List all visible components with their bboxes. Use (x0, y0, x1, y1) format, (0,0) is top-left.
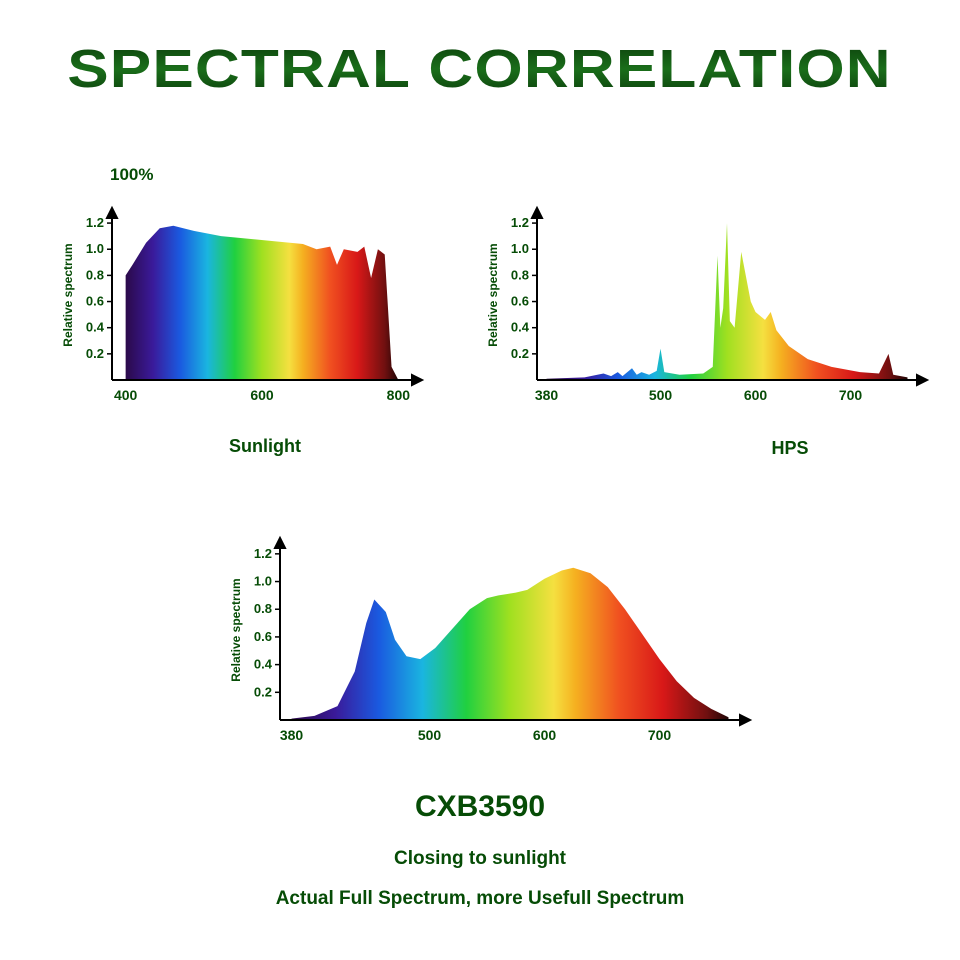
chart-hps: 0.2 0.4 0.6 0.8 1.0 1.2 380 500 600 700 Relative s… (475, 198, 945, 459)
chart-cxb-svg: 0.2 0.4 0.6 0.8 1.0 1.2 380 500 600 700 Relative s… (218, 528, 778, 758)
page-title-wrap: SPECTRAL CORRELATION (0, 0, 960, 100)
svg-text:Relative spectrum: Relative spectrum (486, 243, 500, 346)
svg-text:1.2: 1.2 (511, 215, 529, 230)
svg-text:Relative spectrum: Relative spectrum (61, 243, 75, 346)
chart-hps-svg: 0.2 0.4 0.6 0.8 1.0 1.2 380 500 600 700 Relative s… (475, 198, 945, 418)
svg-text:Relative spectrum: Relative spectrum (229, 578, 243, 681)
svg-text:800: 800 (387, 387, 411, 403)
svg-text:0.6: 0.6 (86, 294, 104, 309)
chart-cxb-label: CXB3590 (0, 790, 960, 824)
svg-text:0.4: 0.4 (254, 657, 273, 672)
svg-text:0.8: 0.8 (511, 267, 529, 282)
svg-text:380: 380 (280, 727, 304, 743)
svg-text:1.0: 1.0 (86, 241, 104, 256)
svg-text:1.2: 1.2 (86, 215, 104, 230)
svg-text:0.8: 0.8 (254, 601, 272, 616)
svg-text:0.6: 0.6 (511, 294, 529, 309)
svg-text:0.4: 0.4 (86, 320, 105, 335)
caption-1: Closing to sunlight (0, 848, 960, 870)
chart-sunlight: 0.2 0.4 0.6 0.8 1.0 1.2 400 600 800 Relative spec… (50, 198, 440, 457)
svg-text:700: 700 (648, 727, 672, 743)
svg-text:0.8: 0.8 (86, 267, 104, 282)
svg-text:1.0: 1.0 (254, 574, 272, 589)
svg-text:0.2: 0.2 (511, 346, 529, 361)
svg-text:700: 700 (839, 387, 863, 403)
chart-sunlight-label: Sunlight (90, 436, 440, 457)
chart-hps-label: HPS (635, 438, 945, 459)
caption-2: Actual Full Spectrum, more Usefull Spect… (0, 888, 960, 910)
svg-text:400: 400 (114, 387, 138, 403)
chart-cxb: 0.2 0.4 0.6 0.8 1.0 1.2 380 500 600 700 Relative s… (218, 528, 778, 758)
svg-text:1.2: 1.2 (254, 546, 272, 561)
svg-text:500: 500 (418, 727, 442, 743)
page-title: SPECTRAL CORRELATION (68, 38, 893, 100)
svg-text:0.6: 0.6 (254, 629, 272, 644)
svg-text:1.0: 1.0 (511, 241, 529, 256)
svg-text:0.2: 0.2 (86, 346, 104, 361)
svg-text:600: 600 (250, 387, 274, 403)
svg-text:0.2: 0.2 (254, 684, 272, 699)
percent-label: 100% (110, 165, 153, 185)
svg-text:600: 600 (744, 387, 768, 403)
svg-text:380: 380 (535, 387, 559, 403)
chart-sunlight-svg: 0.2 0.4 0.6 0.8 1.0 1.2 400 600 800 Relative spec… (50, 198, 440, 418)
svg-text:500: 500 (649, 387, 673, 403)
svg-text:0.4: 0.4 (511, 320, 530, 335)
svg-text:600: 600 (533, 727, 557, 743)
